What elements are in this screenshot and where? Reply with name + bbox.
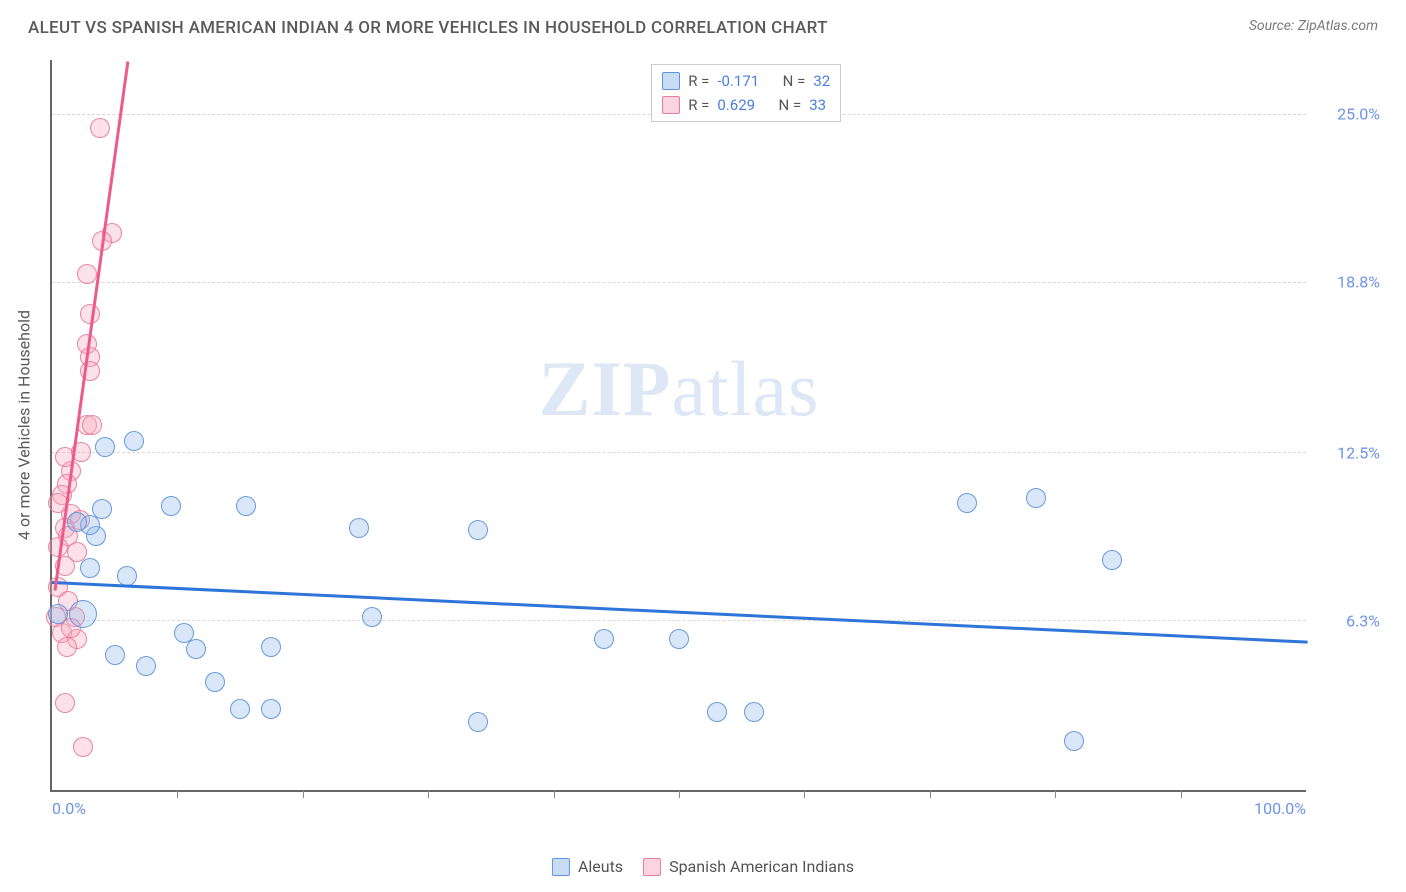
- scatter-point: [73, 737, 93, 757]
- swatch-pink-icon: [643, 858, 661, 876]
- scatter-point: [205, 672, 225, 692]
- x-tick: [679, 790, 680, 798]
- scatter-point: [1102, 550, 1122, 570]
- gridline-h: [52, 452, 1306, 453]
- gridline-h: [52, 282, 1306, 283]
- scatter-point: [1026, 488, 1046, 508]
- x-tick: [428, 790, 429, 798]
- scatter-point: [48, 604, 68, 624]
- x-axis-label-right: 100.0%: [1254, 799, 1306, 818]
- scatter-point: [1064, 731, 1084, 751]
- scatter-point: [186, 639, 206, 659]
- scatter-point: [82, 415, 102, 435]
- scatter-point: [95, 437, 115, 457]
- scatter-point: [957, 493, 977, 513]
- y-tick-label: 18.8%: [1337, 273, 1386, 292]
- scatter-point: [230, 699, 250, 719]
- scatter-point: [90, 118, 110, 138]
- n-value: 33: [809, 93, 826, 117]
- scatter-point: [105, 645, 125, 665]
- scatter-point: [161, 496, 181, 516]
- r-value: 0.629: [717, 93, 755, 117]
- trend-line: [53, 61, 129, 590]
- scatter-point: [67, 512, 87, 532]
- watermark-bold: ZIP: [539, 345, 672, 432]
- chart-area: 4 or more Vehicles in Household ZIPatlas…: [50, 60, 1386, 822]
- scatter-point: [236, 496, 256, 516]
- scatter-point: [261, 699, 281, 719]
- scatter-point: [69, 600, 97, 628]
- swatch-blue-icon: [552, 858, 570, 876]
- x-tick: [930, 790, 931, 798]
- scatter-point: [136, 656, 156, 676]
- y-axis-title: 4 or more Vehicles in Household: [15, 310, 34, 540]
- x-axis-label-left: 0.0%: [52, 799, 86, 818]
- legend-row-spanish: R = 0.629 N = 33: [662, 93, 830, 117]
- legend-label: Aleuts: [578, 857, 623, 876]
- watermark: ZIPatlas: [539, 344, 820, 434]
- swatch-pink-icon: [662, 96, 680, 114]
- y-tick-label: 6.3%: [1346, 612, 1386, 631]
- legend-label: Spanish American Indians: [669, 857, 854, 876]
- scatter-point: [744, 702, 764, 722]
- y-tick-label: 25.0%: [1337, 105, 1386, 124]
- x-tick: [303, 790, 304, 798]
- scatter-point: [77, 264, 97, 284]
- r-label: R =: [688, 93, 709, 117]
- scatter-point: [362, 607, 382, 627]
- x-tick: [1181, 790, 1182, 798]
- x-tick: [177, 790, 178, 798]
- legend-item-spanish: Spanish American Indians: [643, 857, 854, 876]
- n-label: N =: [779, 93, 802, 117]
- correlation-legend: R = -0.171 N = 32 R = 0.629 N = 33: [651, 64, 841, 122]
- watermark-light: atlas: [672, 345, 820, 432]
- scatter-point: [669, 629, 689, 649]
- scatter-point: [57, 637, 77, 657]
- scatter-point: [594, 629, 614, 649]
- scatter-point: [261, 637, 281, 657]
- source-label: Source:: [1249, 18, 1298, 34]
- y-tick-label: 12.5%: [1337, 444, 1386, 463]
- legend-item-aleuts: Aleuts: [552, 857, 623, 876]
- plot-region: 4 or more Vehicles in Household ZIPatlas…: [50, 60, 1306, 792]
- source-attribution: Source: ZipAtlas.com: [1249, 18, 1378, 34]
- n-value: 32: [813, 69, 830, 93]
- gridline-h: [52, 620, 1306, 621]
- scatter-point: [55, 693, 75, 713]
- r-label: R =: [688, 69, 709, 93]
- x-tick: [804, 790, 805, 798]
- x-tick: [1055, 790, 1056, 798]
- scatter-point: [707, 702, 727, 722]
- scatter-point: [80, 558, 100, 578]
- scatter-point: [349, 518, 369, 538]
- header: ALEUT VS SPANISH AMERICAN INDIAN 4 OR MO…: [0, 0, 1406, 38]
- n-label: N =: [783, 69, 806, 93]
- legend-row-aleuts: R = -0.171 N = 32: [662, 69, 830, 93]
- scatter-point: [468, 712, 488, 732]
- source-value: ZipAtlas.com: [1298, 18, 1378, 34]
- r-value: -0.171: [717, 69, 759, 93]
- scatter-point: [468, 520, 488, 540]
- chart-title: ALEUT VS SPANISH AMERICAN INDIAN 4 OR MO…: [28, 18, 828, 38]
- scatter-point: [124, 431, 144, 451]
- swatch-blue-icon: [662, 72, 680, 90]
- series-legend: Aleuts Spanish American Indians: [552, 857, 854, 876]
- x-tick: [554, 790, 555, 798]
